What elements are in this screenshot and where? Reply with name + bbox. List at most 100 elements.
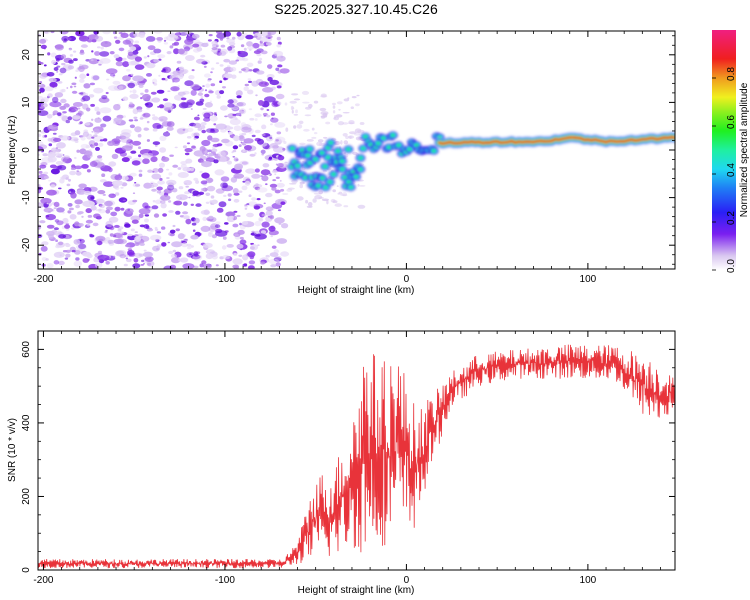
noise-blob [50, 31, 55, 34]
noise-blob [202, 107, 207, 110]
noise-blob [203, 117, 211, 122]
noise-blob [176, 194, 188, 201]
noise-blob [39, 220, 46, 224]
noise-blob [204, 73, 211, 78]
noise-blob [205, 177, 213, 184]
noise-blob [258, 217, 263, 221]
noise-blob [200, 210, 211, 215]
colorbar-tick-label: 0.8 [726, 67, 737, 81]
noise-blob [39, 164, 47, 169]
noise-blob [153, 82, 158, 86]
noise-blob [101, 173, 106, 177]
snr-panel: -200 -100 0 100 0 200 400 600 Height of straigh… [7, 330, 676, 596]
noise-blob [229, 126, 233, 130]
noise-blob [275, 139, 279, 142]
noise-blob [55, 244, 61, 249]
noise-blob [132, 199, 138, 203]
noise-blob [166, 131, 169, 133]
noise-blob [54, 86, 57, 89]
ridge-blob-peak [303, 176, 308, 179]
ridge-blob-peak [349, 186, 353, 189]
noise-blob [188, 196, 191, 199]
noise-blob [277, 64, 283, 68]
noise-blob [97, 190, 106, 195]
noise-blob [105, 91, 109, 95]
noise-blob [38, 133, 42, 137]
noise-blob [138, 253, 145, 257]
noise-blob [277, 155, 285, 161]
noise-blob [238, 135, 245, 142]
noise-blob [320, 93, 327, 98]
noise-blob [253, 50, 262, 54]
noise-blob [48, 143, 53, 147]
noise-blob [201, 172, 210, 179]
noise-blob [99, 139, 104, 142]
ridge-blob-peak [290, 147, 294, 150]
noise-blob [219, 64, 224, 67]
noise-blob [169, 229, 176, 234]
noise-blob [235, 90, 243, 97]
snr-y-tick-label: 0 [21, 567, 32, 573]
noise-blob [186, 99, 195, 106]
noise-blob [93, 213, 101, 219]
noise-blob [274, 122, 286, 128]
noise-blob [202, 85, 205, 87]
noise-blob [217, 151, 226, 158]
figure-title: S225.2025.327.10.45.C26 [274, 1, 438, 17]
noise-blob [280, 188, 285, 192]
noise-blob [257, 60, 262, 64]
noise-blob [311, 136, 317, 139]
noise-blob [73, 260, 83, 267]
noise-blob [143, 127, 149, 131]
noise-blob [233, 210, 238, 213]
noise-blob [88, 58, 99, 65]
noise-blob [91, 50, 94, 53]
noise-blob [215, 221, 221, 225]
noise-blob [199, 98, 205, 103]
snr-frame [37, 330, 676, 571]
spectrogram-y-tick-label: 0 [21, 147, 32, 153]
noise-blob [323, 136, 328, 139]
noise-blob [278, 154, 282, 157]
noise-blob [70, 192, 77, 199]
noise-blob [38, 184, 41, 187]
noise-blob [231, 106, 239, 110]
noise-blob [246, 212, 254, 218]
noise-blob [307, 202, 313, 207]
noise-blob [129, 93, 139, 99]
noise-blob [60, 54, 67, 59]
noise-blob [223, 58, 231, 63]
spectrogram-x-tick-label: -100 [215, 274, 235, 285]
noise-blob [78, 111, 84, 116]
noise-blob [245, 34, 254, 40]
noise-blob [138, 213, 144, 219]
noise-blob [202, 216, 208, 222]
noise-blob [57, 164, 67, 171]
noise-blob [184, 238, 188, 241]
noise-blob [275, 93, 285, 100]
noise-blob [74, 140, 79, 143]
ridge-blob-peak [358, 156, 363, 160]
noise-blob [191, 33, 200, 39]
noise-blob [359, 122, 365, 125]
noise-blob [228, 60, 237, 65]
noise-blob [271, 170, 278, 174]
noise-blob [270, 112, 275, 116]
noise-blob [66, 249, 71, 253]
noise-blob [166, 51, 172, 55]
noise-blob [199, 170, 203, 174]
colorbar-tick-label: 0.0 [726, 259, 737, 273]
noise-blob [39, 74, 47, 79]
noise-blob [249, 117, 255, 121]
noise-blob [200, 95, 204, 99]
noise-blob [261, 213, 267, 217]
noise-blob [305, 199, 309, 204]
noise-blob [166, 121, 175, 128]
noise-blob [205, 83, 211, 88]
noise-blob [265, 254, 270, 258]
noise-blob [270, 264, 277, 268]
noise-blob [186, 136, 192, 139]
noise-blob [128, 119, 134, 122]
noise-blob [185, 127, 194, 132]
noise-blob [146, 139, 150, 142]
